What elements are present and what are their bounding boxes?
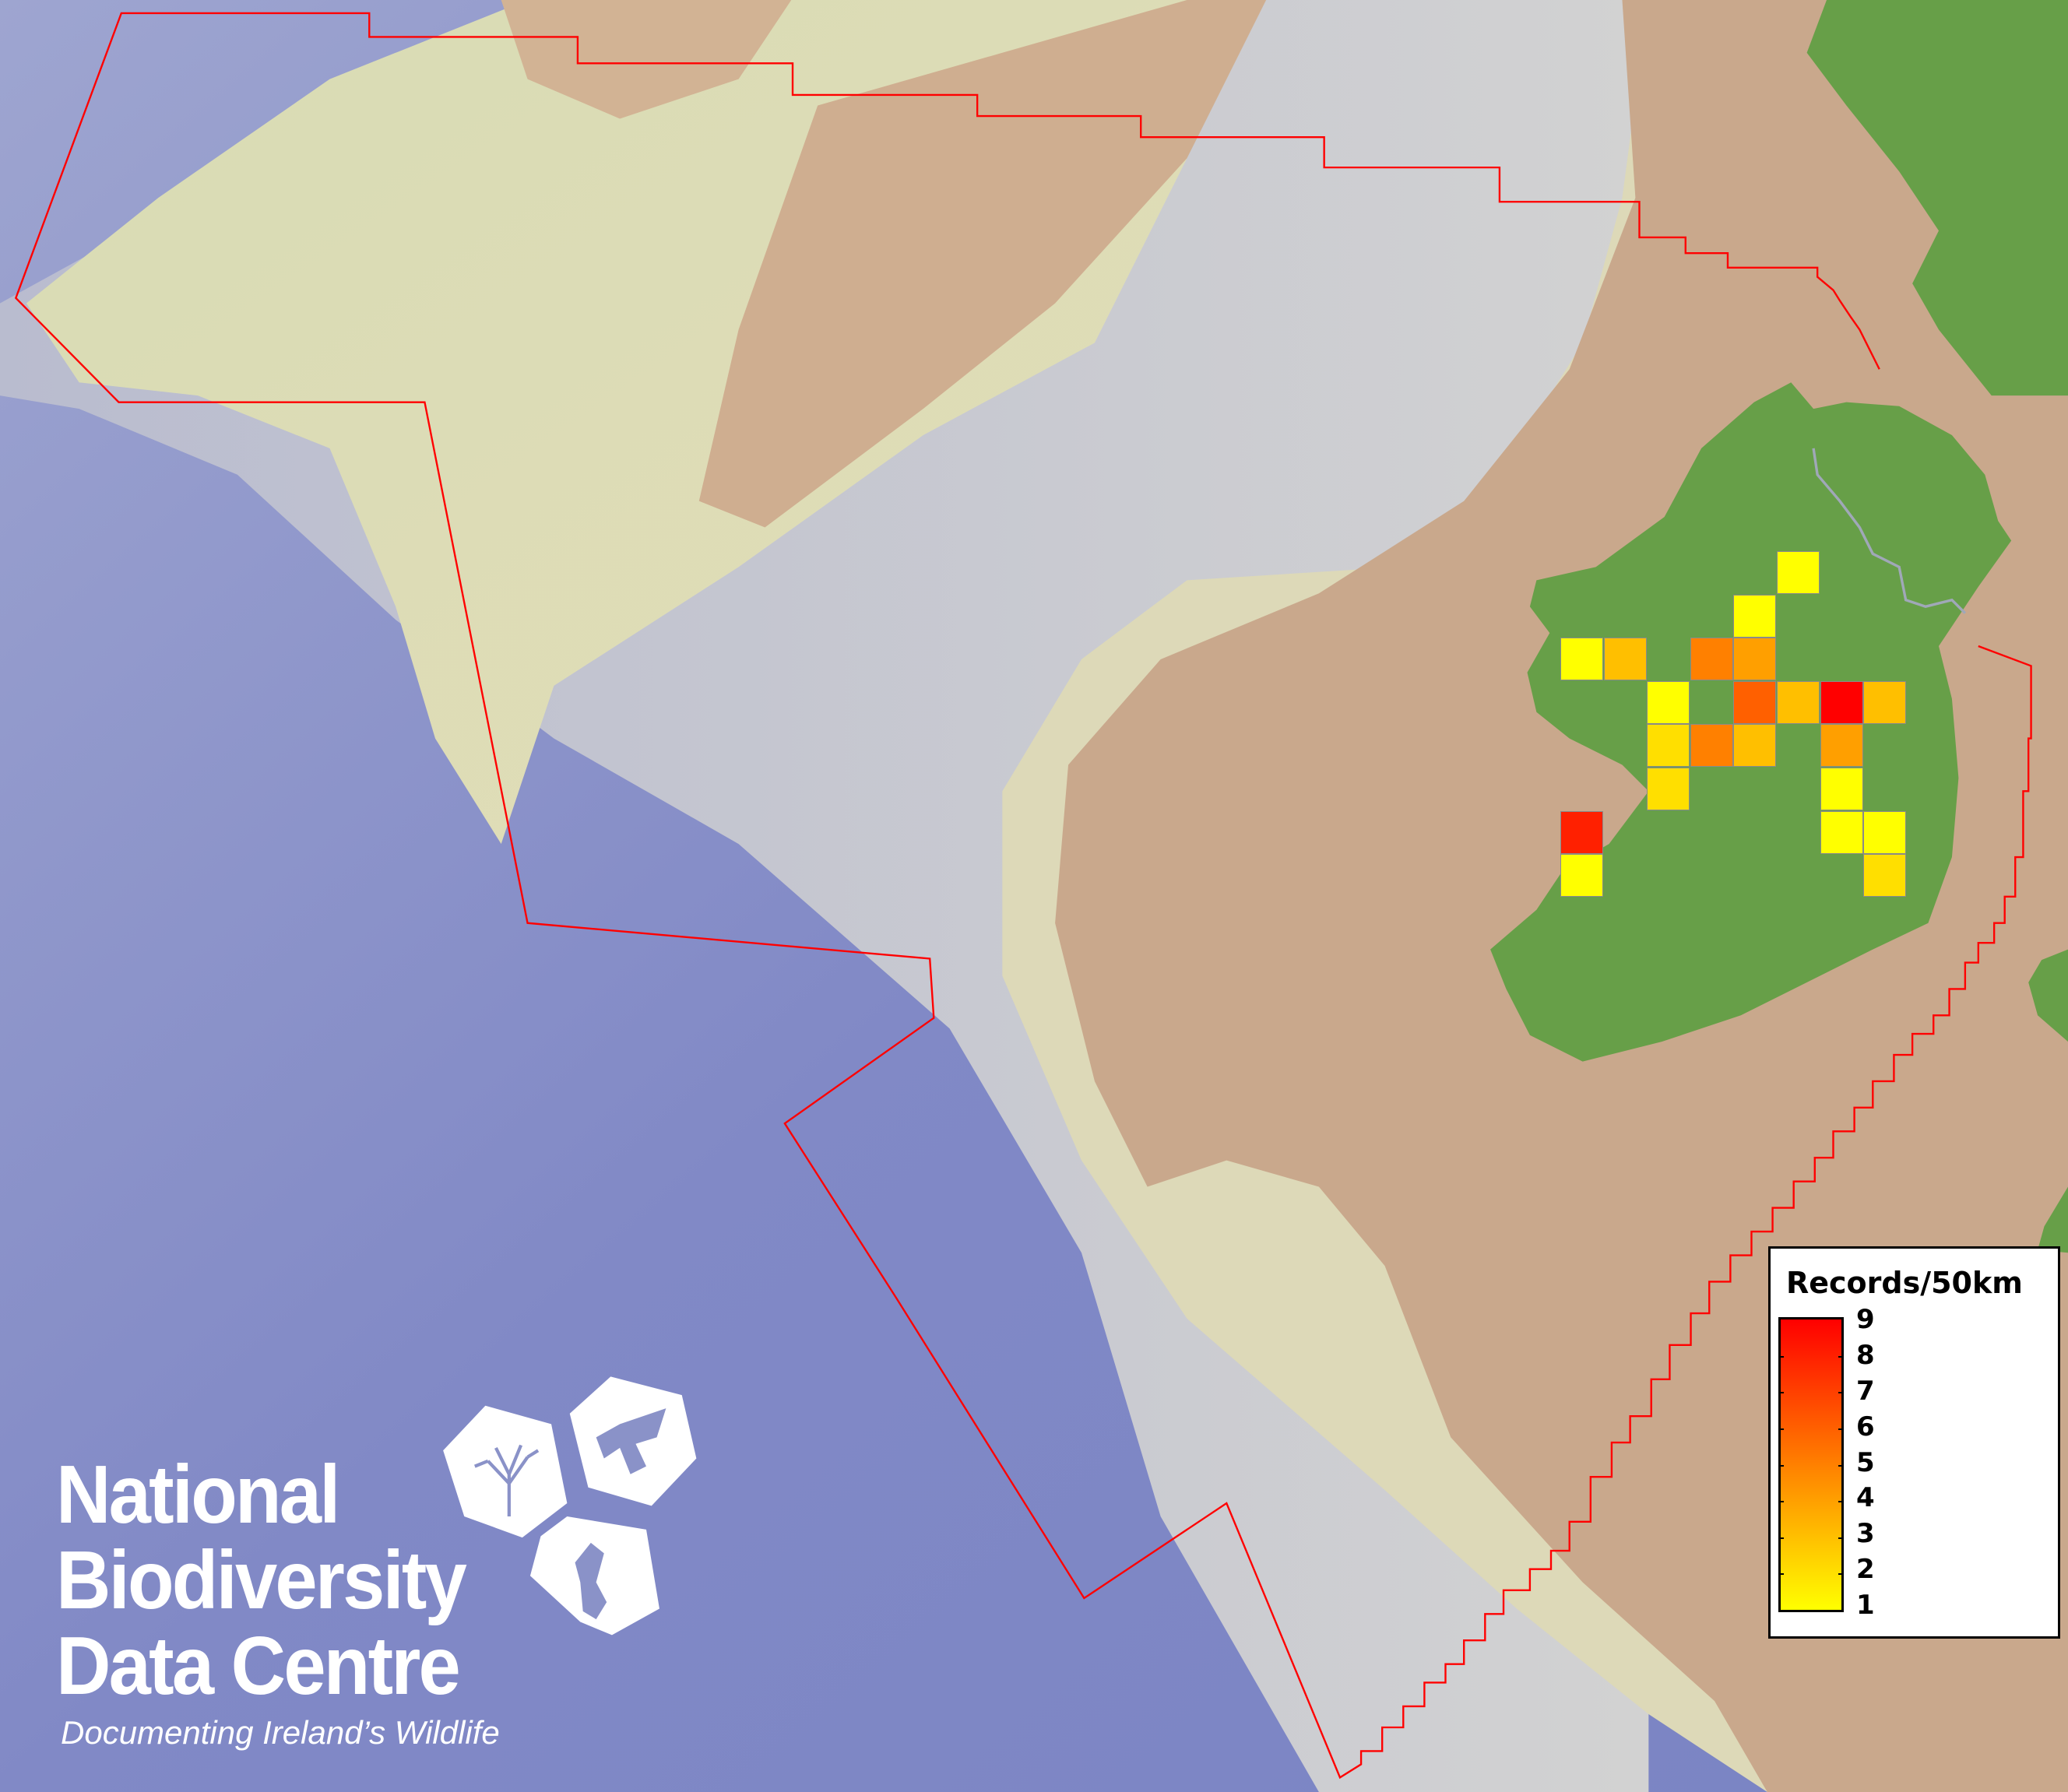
- legend-tick: [1781, 1573, 1784, 1576]
- legend-tick: [1838, 1537, 1841, 1539]
- legend-tick: [1838, 1573, 1841, 1576]
- grid-square: [1647, 768, 1690, 810]
- legend-label: 4: [1856, 1482, 1875, 1514]
- legend-color-bar: [1778, 1317, 1844, 1612]
- land-britain: [1806, 0, 2068, 396]
- grid-square: [1560, 638, 1603, 681]
- legend-tick: [1781, 1392, 1784, 1394]
- eez-boundary-line: [14, 12, 2032, 1780]
- land-britain-southwest: [2038, 1186, 2068, 1253]
- grid-square: [1820, 724, 1863, 768]
- grid-square: [1733, 594, 1777, 638]
- legend-label: 1: [1856, 1590, 1875, 1621]
- shelf-tan-north-small: [501, 0, 792, 119]
- grid-square: [1820, 680, 1863, 724]
- logo-line-1: National: [56, 1449, 340, 1541]
- grid-square: [1647, 680, 1690, 724]
- grid-square: [1647, 724, 1690, 768]
- grid-square: [1863, 810, 1907, 854]
- land-britain-south: [2028, 949, 2068, 1042]
- grid-square: [1820, 768, 1863, 810]
- legend-tick: [1781, 1355, 1784, 1358]
- legend-tick: [1781, 1428, 1784, 1430]
- grid-square: [1733, 638, 1777, 681]
- legend-label: 9: [1856, 1304, 1875, 1335]
- seahorse-icon: [575, 1542, 607, 1620]
- grid-square: [1733, 680, 1777, 724]
- legend-title: Records/50km: [1786, 1266, 2023, 1300]
- logo-tagline: Documenting Ireland’s Wildlife: [61, 1714, 500, 1751]
- logo-line-2: Biodiversity: [56, 1534, 467, 1626]
- grid-square: [1777, 680, 1820, 724]
- grid-square: [1820, 810, 1863, 854]
- legend-label: 7: [1856, 1375, 1875, 1407]
- logo-wordmark: National Biodiversity Data Centre: [56, 1449, 467, 1712]
- legend-tick: [1781, 1537, 1784, 1539]
- legend-tick: [1838, 1392, 1841, 1394]
- grid-square: [1690, 638, 1733, 681]
- legend-tick: [1838, 1501, 1841, 1503]
- legend-tick: [1838, 1464, 1841, 1467]
- legend-label: 2: [1856, 1554, 1875, 1586]
- legend-tick: [1838, 1428, 1841, 1430]
- legend-tick: [1781, 1501, 1784, 1503]
- legend-label: 5: [1856, 1446, 1875, 1478]
- grid-square: [1863, 680, 1907, 724]
- grid-square: [1777, 551, 1820, 594]
- legend-label: 3: [1856, 1518, 1875, 1550]
- legend: Records/50km 9 8 7 6 5 4 3 2 1: [1768, 1246, 2060, 1639]
- grid-square: [1863, 854, 1907, 898]
- grid-square: [1690, 724, 1733, 768]
- ni-border: [1812, 448, 1967, 614]
- legend-tick: [1838, 1355, 1841, 1358]
- shelf-tan-north: [698, 0, 1267, 528]
- legend-label: 6: [1856, 1411, 1875, 1442]
- grid-square: [1560, 854, 1603, 898]
- legend-tick: [1781, 1464, 1784, 1467]
- grid-square: [1733, 724, 1777, 768]
- logo-emblem: [443, 1376, 697, 1636]
- logo-line-3: Data Centre: [56, 1620, 461, 1712]
- butterfly-icon: [596, 1408, 666, 1474]
- tree-icon: [474, 1444, 540, 1516]
- logo-hexagon-tree: [443, 1405, 568, 1538]
- legend-label: 8: [1856, 1339, 1875, 1371]
- grid-square: [1560, 810, 1603, 854]
- grid-square: [1603, 638, 1647, 681]
